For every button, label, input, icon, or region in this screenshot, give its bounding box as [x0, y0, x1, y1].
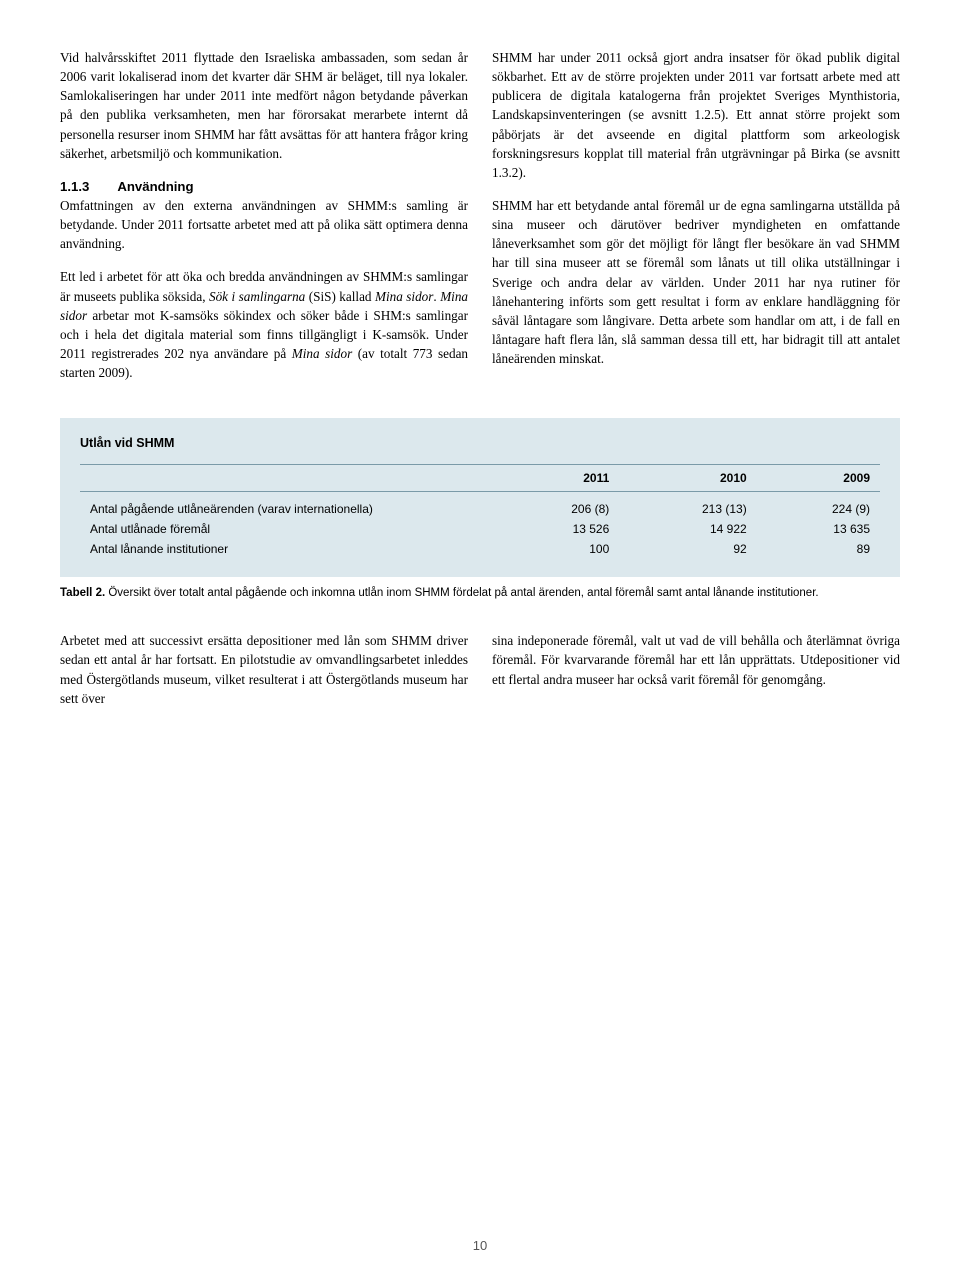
table-row: Antal lånande institutioner 100 92 89	[80, 539, 880, 559]
para-br: sina indeponerade föremål, valt ut vad d…	[492, 631, 900, 688]
para-l2: 1.1.3 Användning Omfattningen av den exte…	[60, 177, 468, 254]
right-column: SHMM har under 2011 också gjort andra in…	[492, 48, 900, 382]
col-2009: 2009	[757, 465, 880, 492]
bottom-right: sina indeponerade föremål, valt ut vad d…	[492, 631, 900, 708]
col-blank	[80, 465, 496, 492]
cell: 89	[757, 539, 880, 559]
col-2010: 2010	[619, 465, 756, 492]
table-row: Antal utlånade föremål 13 526 14 922 13 …	[80, 519, 880, 539]
cell: 13 635	[757, 519, 880, 539]
para-l2-body: Omfattningen av den externa användningen…	[60, 198, 468, 251]
table-caption: Tabell 2. Översikt över totalt antal påg…	[60, 585, 900, 601]
cell: 14 922	[619, 519, 756, 539]
para-r1: SHMM har under 2011 också gjort andra in…	[492, 48, 900, 182]
cell: 92	[619, 539, 756, 559]
left-column: Vid halvårsskiftet 2011 flyttade den Isr…	[60, 48, 468, 382]
bottom-left: Arbetet med att successivt ersätta depos…	[60, 631, 468, 708]
row-label: Antal pågående utlåneärenden (varav inte…	[80, 492, 496, 520]
table-header-row: 2011 2010 2009	[80, 465, 880, 492]
row-label: Antal utlånade föremål	[80, 519, 496, 539]
cell: 213 (13)	[619, 492, 756, 520]
cell: 13 526	[496, 519, 619, 539]
para-l3: Ett led i arbetet för att öka och bredda…	[60, 267, 468, 382]
caption-rest: Översikt över totalt antal pågående och …	[105, 587, 818, 599]
para-r2: SHMM har ett betydande antal föremål ur …	[492, 196, 900, 368]
page-number: 10	[0, 1238, 960, 1253]
section-number: 1.1.3	[60, 179, 89, 194]
para-bl: Arbetet med att successivt ersätta depos…	[60, 631, 468, 708]
cell: 100	[496, 539, 619, 559]
top-columns: Vid halvårsskiftet 2011 flyttade den Isr…	[60, 48, 900, 382]
col-2011: 2011	[496, 465, 619, 492]
section-title: Användning	[117, 179, 193, 194]
table-row: Antal pågående utlåneärenden (varav inte…	[80, 492, 880, 520]
table-box: Utlån vid SHMM 2011 2010 2009 Antal pågå…	[60, 418, 900, 577]
row-label: Antal lånande institutioner	[80, 539, 496, 559]
loans-table: 2011 2010 2009 Antal pågående utlåneären…	[80, 464, 880, 559]
cell: 206 (8)	[496, 492, 619, 520]
cell: 224 (9)	[757, 492, 880, 520]
table-title: Utlån vid SHMM	[80, 436, 880, 450]
bottom-columns: Arbetet med att successivt ersätta depos…	[60, 631, 900, 708]
para-l1: Vid halvårsskiftet 2011 flyttade den Isr…	[60, 48, 468, 163]
caption-bold: Tabell 2.	[60, 587, 105, 599]
